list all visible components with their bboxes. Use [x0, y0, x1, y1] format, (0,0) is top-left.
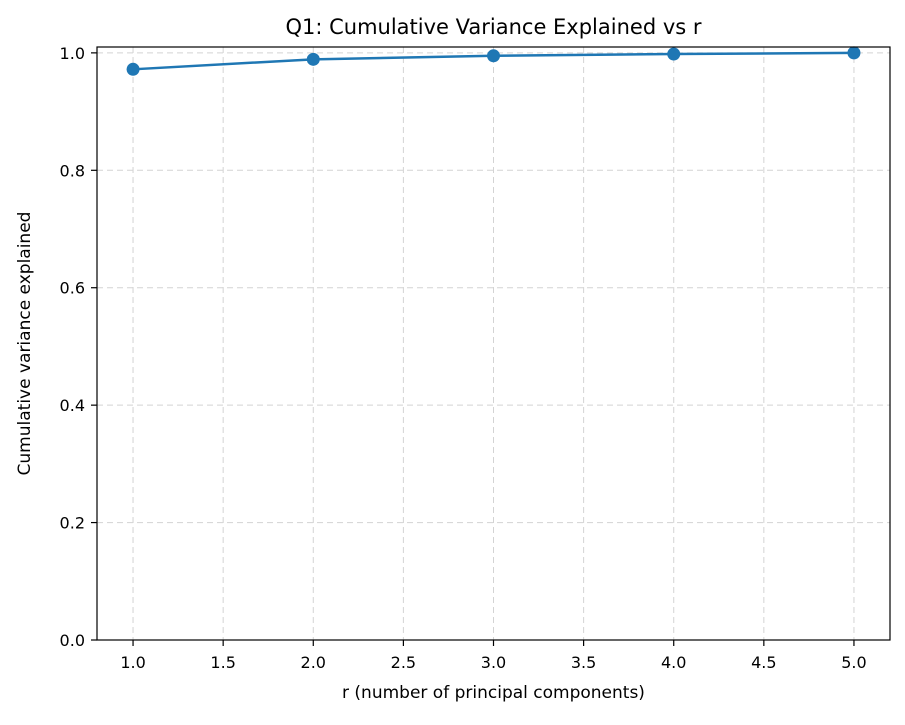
chart-title: Q1: Cumulative Variance Explained vs r [285, 15, 701, 39]
x-axis-label: r (number of principal components) [342, 683, 645, 703]
x-tick-label: 1.0 [120, 653, 145, 672]
x-tick-label: 4.0 [661, 653, 686, 672]
x-tick-label: 3.0 [481, 653, 506, 672]
x-tick-label: 2.0 [301, 653, 326, 672]
data-point [126, 62, 140, 76]
series-layer [126, 46, 861, 76]
data-point [306, 52, 320, 66]
data-point [487, 49, 500, 63]
tick-layer: 1.0 1.5 2.0 2.5 3.0 3.5 4.0 4.5 5.0 0.0 0.2 0.4 0.6 0… [60, 44, 867, 672]
y-tick-label: 1.0 [60, 44, 85, 63]
data-point [667, 47, 681, 61]
x-tick-label: 4.5 [751, 653, 776, 672]
y-tick-label: 0.6 [60, 279, 85, 298]
data-point [847, 46, 861, 60]
x-tick-label: 3.5 [571, 653, 596, 672]
x-tick-label: 1.5 [210, 653, 235, 672]
x-tick-label: 2.5 [391, 653, 416, 672]
y-tick-label: 0.8 [60, 161, 85, 180]
x-tick-label: 5.0 [841, 653, 866, 672]
y-tick-label: 0.4 [60, 396, 85, 415]
y-axis-label: Cumulative variance explained [15, 212, 35, 476]
y-tick-label: 0.2 [60, 514, 85, 533]
y-tick-label: 0.0 [60, 631, 85, 650]
